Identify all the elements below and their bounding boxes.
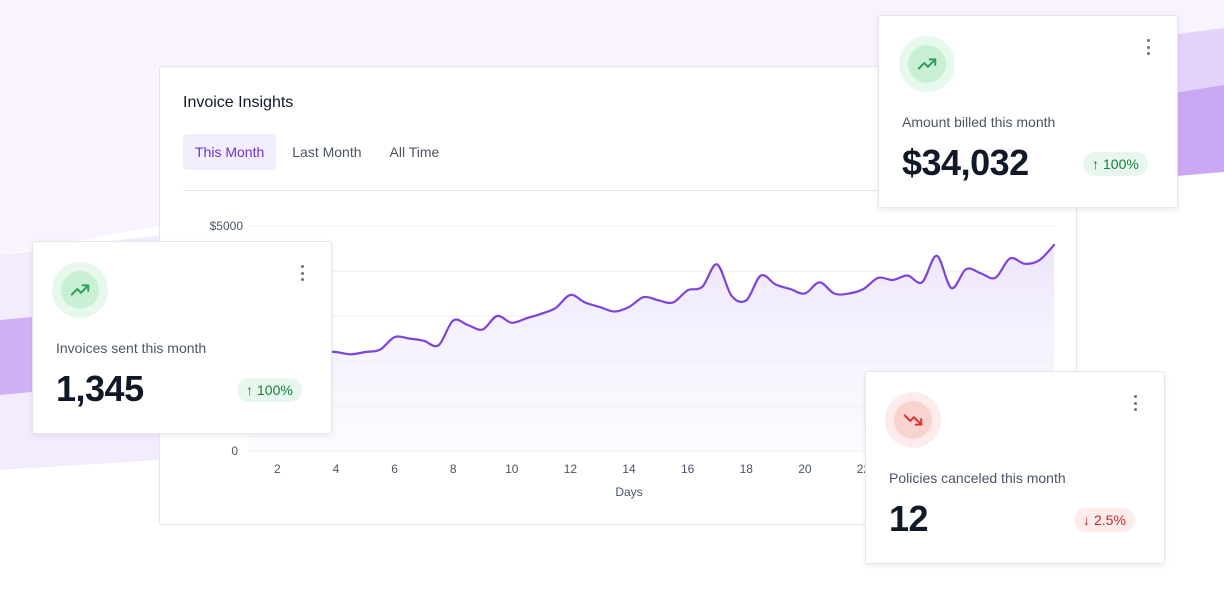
x-tick-label: 18 <box>740 462 754 476</box>
x-tick-label: 10 <box>505 462 519 476</box>
card-menu-button[interactable] <box>295 263 309 283</box>
x-tick-label: 6 <box>391 462 398 476</box>
panel-title: Invoice Insights <box>183 94 294 111</box>
card-value: 12 <box>889 498 929 539</box>
invoice-chart: 24681012141618202224 $5000 0 Days <box>210 219 1056 499</box>
x-tick-label: 8 <box>450 462 457 476</box>
trending-up-icon-badge <box>899 36 955 92</box>
tab-all-time[interactable]: All Time <box>389 144 440 160</box>
card-label: Amount billed this month <box>902 114 1056 130</box>
x-tick-label: 20 <box>798 462 812 476</box>
x-tick-label: 14 <box>622 462 636 476</box>
arrow-down-icon: ↓ <box>1083 512 1090 528</box>
x-tick-label: 2 <box>274 462 281 476</box>
policies-canceled-card: Policies canceled this month 12 ↓ 2.5% <box>865 371 1165 564</box>
change-value: 2.5% <box>1094 512 1126 528</box>
tabs-divider <box>183 190 1076 191</box>
card-label: Policies canceled this month <box>889 470 1066 486</box>
y-tick-label: 0 <box>231 444 238 458</box>
chart-area-fill <box>248 244 1054 451</box>
change-badge: ↑ 100% <box>237 378 302 402</box>
trending-down-icon <box>903 414 923 426</box>
x-tick-label: 12 <box>564 462 578 476</box>
chart-series-line <box>246 243 1056 363</box>
x-tick-label: 16 <box>681 462 695 476</box>
card-menu-button[interactable] <box>1128 393 1142 413</box>
x-tick-label: 4 <box>333 462 340 476</box>
period-tabs: This Month Last Month All Time <box>183 134 451 170</box>
amount-billed-card: Amount billed this month $34,032 ↑ 100% <box>878 15 1178 208</box>
card-label: Invoices sent this month <box>56 340 207 356</box>
trending-down-icon-badge <box>885 392 941 448</box>
y-tick-label: $5000 <box>210 219 244 233</box>
card-value: 1,345 <box>56 368 144 409</box>
card-value: $34,032 <box>902 142 1029 183</box>
invoices-sent-card: Invoices sent this month 1,345 ↑ 100% <box>32 241 332 434</box>
arrow-up-icon: ↑ <box>1092 156 1099 172</box>
change-badge: ↑ 100% <box>1083 152 1148 176</box>
x-axis-label: Days <box>615 485 642 499</box>
change-badge: ↓ 2.5% <box>1074 508 1135 532</box>
trending-up-icon <box>917 58 937 70</box>
card-menu-button[interactable] <box>1141 37 1155 57</box>
tab-last-month[interactable]: Last Month <box>292 144 362 160</box>
trending-up-icon <box>70 284 90 296</box>
change-value: 100% <box>1103 156 1139 172</box>
tab-this-month[interactable]: This Month <box>183 134 277 170</box>
arrow-up-icon: ↑ <box>246 382 253 398</box>
trending-up-icon-badge <box>52 262 108 318</box>
change-value: 100% <box>257 382 293 398</box>
